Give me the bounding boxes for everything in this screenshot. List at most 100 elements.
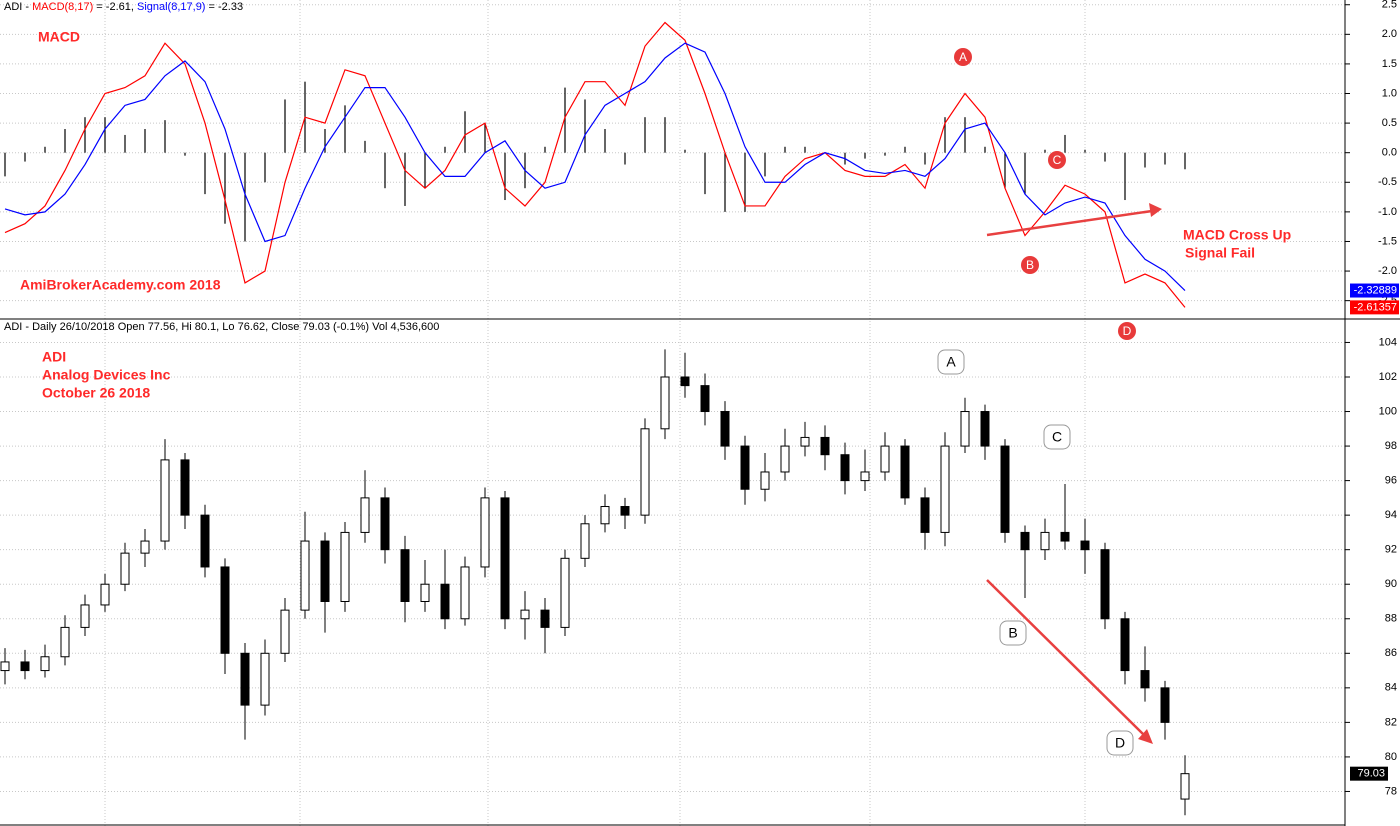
candle-body xyxy=(800,436,810,447)
marker xyxy=(954,48,972,66)
candle-body xyxy=(340,531,350,602)
marks xyxy=(0,4,1345,816)
candle-body xyxy=(440,583,450,620)
candle-body xyxy=(120,552,130,585)
candle-body xyxy=(80,604,90,628)
annotation: AmiBrokerAcademy.com 2018 xyxy=(20,277,221,293)
candle-body xyxy=(740,445,750,490)
annotation: MACD xyxy=(38,29,80,45)
end-label: -2.61357 xyxy=(1354,301,1397,313)
y-tick-label: -0.5 xyxy=(1378,176,1397,188)
y-tick-label: 1.5 xyxy=(1382,58,1397,70)
candle-body xyxy=(40,656,50,672)
header-prefix: ADI - xyxy=(4,1,32,13)
candle-body xyxy=(300,540,310,611)
candle-body xyxy=(420,583,430,602)
candle-body xyxy=(260,652,270,706)
y-tick-label: 2.5 xyxy=(1382,0,1397,11)
annotation: ADI xyxy=(42,349,66,365)
candle-body xyxy=(1060,531,1070,542)
legend-entry: Signal(8,17,9) xyxy=(137,1,206,13)
arrow-head xyxy=(1138,729,1153,744)
arrow-head xyxy=(1149,203,1162,217)
candle-body xyxy=(520,609,530,620)
candle-body xyxy=(320,540,330,602)
candle-body xyxy=(1180,773,1190,800)
candle-body xyxy=(380,497,390,551)
marker-box xyxy=(1106,730,1134,756)
candle-body xyxy=(60,626,70,658)
candle-body xyxy=(140,540,150,554)
candle-body xyxy=(280,609,290,654)
candle-body xyxy=(1160,687,1170,723)
marker-label: B xyxy=(1026,258,1034,272)
candle-body xyxy=(1020,531,1030,551)
candle-body xyxy=(880,445,890,473)
candle-body xyxy=(760,471,770,490)
y-tick-label: 0.5 xyxy=(1382,117,1397,129)
y-tick-label: 78 xyxy=(1385,785,1397,797)
candle-body xyxy=(860,471,870,482)
marker-box xyxy=(1043,424,1071,450)
candle-body xyxy=(1000,445,1010,533)
last-price-label: 79.03 xyxy=(1357,768,1385,780)
candle-body xyxy=(560,557,570,628)
candle-body xyxy=(160,459,170,542)
macd-header: ADI - MACD(8,17) = -2.61, Signal(8,17,9)… xyxy=(4,1,243,13)
y-tick-label: 0.0 xyxy=(1382,147,1397,159)
y-tick-label: 88 xyxy=(1385,613,1397,625)
candle-body xyxy=(700,385,710,413)
candle-body xyxy=(480,497,490,568)
candle-body xyxy=(540,609,550,628)
candle-body xyxy=(180,459,190,516)
arrow xyxy=(986,209,1153,237)
marker-label: A xyxy=(946,354,956,370)
candle-body xyxy=(220,566,230,654)
marker-label: D xyxy=(1123,324,1132,338)
candle-body xyxy=(100,583,110,606)
marker-label: C xyxy=(1053,153,1062,167)
y-tick-label: 102 xyxy=(1379,371,1397,383)
y-tick-label: -1.5 xyxy=(1378,235,1397,247)
candle-body xyxy=(840,454,850,482)
candle-body xyxy=(680,376,690,387)
candle-body xyxy=(200,514,210,568)
arrow xyxy=(986,579,1145,736)
annotation: Signal Fail xyxy=(1185,245,1255,261)
y-tick-label: -1.0 xyxy=(1378,206,1397,218)
y-tick-label: 96 xyxy=(1385,475,1397,487)
candle-body xyxy=(1040,531,1050,551)
readout: = -2.61, xyxy=(93,1,137,13)
annotation: MACD Cross Up xyxy=(1183,227,1291,243)
marker xyxy=(1021,256,1039,274)
candle-body xyxy=(580,523,590,559)
marker-label: A xyxy=(959,50,967,64)
marker xyxy=(1048,151,1066,169)
candle-body xyxy=(500,497,510,620)
candle-body xyxy=(940,445,950,533)
y-tick-label: 92 xyxy=(1385,544,1397,556)
marker-label: B xyxy=(1008,625,1017,641)
candle-body xyxy=(0,661,10,672)
candle-body xyxy=(1080,540,1090,551)
candle-body xyxy=(920,497,930,533)
candle-body xyxy=(460,566,470,620)
marker-label: D xyxy=(1115,735,1125,751)
layout xyxy=(104,0,1086,826)
candle-body xyxy=(240,652,250,706)
candle-body xyxy=(640,428,650,516)
readout: = -2.33 xyxy=(205,1,243,13)
candle-body xyxy=(660,376,670,430)
annotation: Analog Devices Inc xyxy=(42,367,171,383)
end-label: -2.32889 xyxy=(1354,284,1397,296)
last-price-box xyxy=(1350,766,1388,781)
candle-body xyxy=(1140,670,1150,689)
y-tick-label: 2.0 xyxy=(1382,28,1397,40)
y-tick-label: 98 xyxy=(1385,440,1397,452)
candle-body xyxy=(720,411,730,447)
y-tick-label: 84 xyxy=(1385,682,1397,694)
candle-body xyxy=(960,411,970,447)
end-label-box xyxy=(1350,283,1399,298)
candle-body xyxy=(780,445,790,473)
